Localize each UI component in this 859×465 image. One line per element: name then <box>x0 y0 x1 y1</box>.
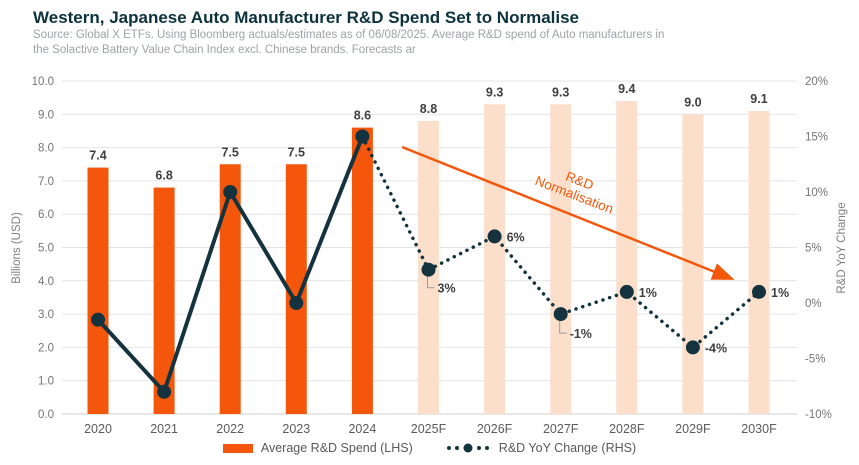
bar-label-2021: 6.8 <box>155 169 172 183</box>
x-tick-2021: 2021 <box>150 422 178 436</box>
bar-2022 <box>219 164 241 414</box>
bar-2020 <box>87 167 109 414</box>
left-axis-tick: 4.0 <box>38 276 54 288</box>
bar-label-2020: 7.4 <box>89 149 106 163</box>
yoy-point-2024 <box>355 129 370 144</box>
left-axis-title: Billions (USD) <box>11 212 23 284</box>
x-tick-2024: 2024 <box>348 422 376 436</box>
yoy-point-2020 <box>91 312 105 327</box>
left-axis-tick: 3.0 <box>38 309 54 321</box>
yoy-label-2027F: -1% <box>570 327 592 341</box>
right-axis-tick: -5% <box>805 354 825 366</box>
right-axis-tick: 10% <box>805 187 828 199</box>
yoy-point-2029F <box>685 340 700 355</box>
x-tick-2025F: 2025F <box>411 422 447 436</box>
bar-label-2030F: 9.1 <box>750 92 767 106</box>
left-axis-tick: 10.0 <box>32 76 54 88</box>
x-tick-2023: 2023 <box>282 422 310 436</box>
bar-label-2024: 8.6 <box>354 109 371 123</box>
x-tick-2027F: 2027F <box>543 422 579 436</box>
yoy-label-2025F: 3% <box>438 282 456 296</box>
right-axis-tick: 15% <box>805 132 828 144</box>
right-axis-tick: 20% <box>805 76 828 88</box>
normalisation-annotation: R&DNormalisation <box>533 159 621 217</box>
yoy-point-2027F <box>553 307 568 322</box>
bar-label-2026F: 9.3 <box>486 85 503 99</box>
bar-series-swatch-icon <box>222 443 253 453</box>
bar-label-2029F: 9.0 <box>684 95 701 109</box>
bar-label-2028F: 9.4 <box>618 82 635 96</box>
left-axis-tick: 1.0 <box>38 376 54 388</box>
legend-label-line-series: R&D YoY Change (RHS) <box>498 441 637 455</box>
x-tick-2029F: 2029F <box>675 422 711 436</box>
x-tick-2022: 2022 <box>216 422 244 436</box>
legend-item-line-series: R&D YoY Change (RHS) <box>445 441 636 455</box>
left-axis-tick: 9.0 <box>38 109 54 121</box>
x-tick-2028F: 2028F <box>609 422 645 436</box>
yoy-label-2029F: -4% <box>705 341 727 355</box>
bar-2026F <box>484 104 506 414</box>
right-axis-tick: 5% <box>805 243 822 255</box>
yoy-point-2028F <box>619 284 634 299</box>
left-axis-tick: 8.0 <box>38 143 54 155</box>
bar-2030F <box>748 110 770 414</box>
bar-2028F <box>616 100 638 414</box>
left-axis-tick: 2.0 <box>38 342 54 354</box>
dotted-line-swatch-icon <box>446 443 489 453</box>
right-axis-tick: 0% <box>805 298 822 310</box>
yoy-point-2021 <box>157 384 172 399</box>
normalisation-arrow <box>401 145 735 280</box>
yoy-label-leader <box>427 276 435 289</box>
yoy-point-2023 <box>289 296 304 310</box>
legend-label-bar-series: Average R&D Spend (LHS) <box>260 441 413 455</box>
bar-label-2023: 7.5 <box>288 145 305 159</box>
bar-label-2022: 7.5 <box>222 145 239 159</box>
left-axis-tick: 0.0 <box>38 409 54 421</box>
x-tick-2026F: 2026F <box>477 422 513 436</box>
x-tick-2030F: 2030F <box>741 422 777 436</box>
legend-item-bar-series: Average R&D Spend (LHS) <box>222 441 413 455</box>
right-axis-title: R&D YoY Change <box>836 202 848 293</box>
chart-header: Western, Japanese Auto Manufacturer R&D … <box>33 8 833 57</box>
chart-legend: Average R&D Spend (LHS) R&D YoY Change (… <box>0 441 859 455</box>
yoy-point-2022 <box>223 185 238 199</box>
chart-source-line2: the Solactive Battery Value Chain Index … <box>33 43 416 56</box>
bar-label-2025F: 8.8 <box>420 102 437 116</box>
yoy-point-2026F <box>487 229 502 244</box>
left-axis-tick: 7.0 <box>38 176 54 188</box>
left-axis-tick: 6.0 <box>38 209 54 221</box>
yoy-label-2028F: 1% <box>639 286 657 300</box>
bar-2021 <box>153 187 175 414</box>
chart-title: Western, Japanese Auto Manufacturer R&D … <box>33 8 580 27</box>
chart-source-line1: Source: Global X ETFs. Using Bloomberg a… <box>33 29 665 41</box>
bar-2024 <box>351 127 373 415</box>
bar-2023 <box>285 164 307 414</box>
yoy-label-2026F: 6% <box>507 230 525 244</box>
bar-label-2027F: 9.3 <box>552 85 569 99</box>
yoy-label-leader <box>559 321 567 334</box>
x-tick-2020: 2020 <box>84 422 112 436</box>
yoy-label-2030F: 1% <box>771 286 789 300</box>
yoy-point-2030F <box>752 284 766 299</box>
yoy-point-2025F <box>421 262 436 277</box>
right-axis-tick: -10% <box>805 409 832 421</box>
bar-2027F <box>550 104 572 414</box>
left-axis-tick: 5.0 <box>38 243 54 255</box>
